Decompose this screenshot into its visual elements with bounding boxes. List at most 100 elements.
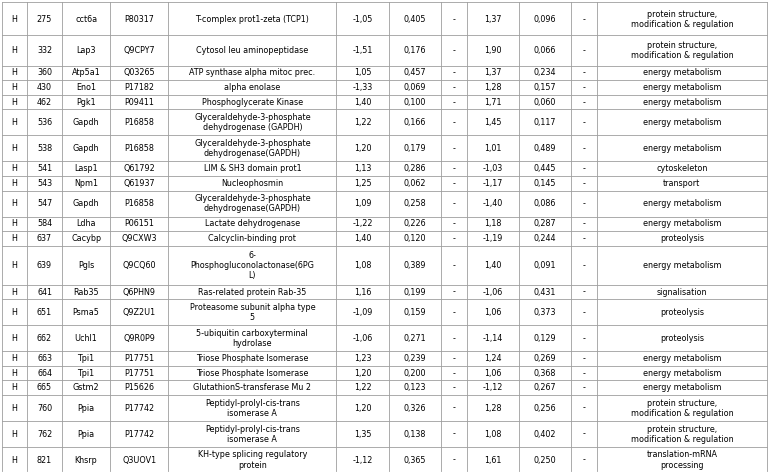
- Text: -1,05: -1,05: [352, 15, 373, 24]
- Text: alpha enolase: alpha enolase: [225, 83, 281, 92]
- Text: Q61792: Q61792: [123, 164, 155, 173]
- Text: 664: 664: [37, 368, 52, 378]
- Text: 1,20: 1,20: [354, 368, 371, 378]
- Text: -: -: [582, 261, 585, 270]
- Text: -: -: [582, 354, 585, 363]
- Text: Psma5: Psma5: [73, 308, 99, 317]
- Text: H: H: [12, 334, 18, 343]
- Text: 1,20: 1,20: [354, 403, 371, 412]
- Text: proteolysis: proteolysis: [660, 234, 704, 243]
- Text: 332: 332: [37, 46, 52, 55]
- Text: 1,20: 1,20: [354, 144, 371, 153]
- Text: T-complex prot1-zeta (TCP1): T-complex prot1-zeta (TCP1): [195, 15, 309, 24]
- Text: 760: 760: [37, 403, 52, 412]
- Text: 543: 543: [37, 179, 52, 188]
- Text: 0,258: 0,258: [403, 199, 426, 208]
- Text: 0,120: 0,120: [403, 234, 426, 243]
- Text: -: -: [582, 83, 585, 92]
- Text: -: -: [452, 144, 455, 153]
- Text: Proteasome subunit alpha type
5: Proteasome subunit alpha type 5: [189, 303, 315, 322]
- Text: 1,40: 1,40: [354, 98, 371, 107]
- Text: -: -: [582, 118, 585, 127]
- Text: 639: 639: [37, 261, 52, 270]
- Text: 536: 536: [37, 118, 52, 127]
- Text: energy metabolism: energy metabolism: [643, 118, 721, 127]
- Text: 0,326: 0,326: [403, 403, 426, 412]
- Text: -: -: [582, 234, 585, 243]
- Text: 0,100: 0,100: [404, 98, 426, 107]
- Text: -: -: [452, 354, 455, 363]
- Text: -: -: [582, 219, 585, 228]
- Bar: [2, 447, 767, 473]
- Text: 0,129: 0,129: [534, 334, 556, 343]
- Text: Glyceraldehyde-3-phosphate
dehydrogenase(GAPDH): Glyceraldehyde-3-phosphate dehydrogenase…: [194, 139, 311, 158]
- Text: Q9CXW3: Q9CXW3: [122, 234, 157, 243]
- Bar: [2, 191, 767, 217]
- Text: 1,25: 1,25: [354, 179, 371, 188]
- Text: 662: 662: [37, 334, 52, 343]
- Text: -: -: [452, 164, 455, 173]
- Text: -: -: [452, 69, 455, 78]
- Text: -: -: [582, 144, 585, 153]
- Bar: [2, 285, 767, 299]
- Text: 0,431: 0,431: [534, 288, 556, 297]
- Text: H: H: [12, 354, 18, 363]
- Text: 1,06: 1,06: [484, 308, 501, 317]
- Text: 538: 538: [37, 144, 52, 153]
- Text: Q9Z2U1: Q9Z2U1: [122, 308, 156, 317]
- Text: -: -: [452, 429, 455, 438]
- Text: -: -: [452, 46, 455, 55]
- Bar: [2, 395, 767, 421]
- Text: 1,16: 1,16: [354, 288, 371, 297]
- Text: -1,09: -1,09: [352, 308, 373, 317]
- Text: H: H: [12, 261, 18, 270]
- Text: LIM & SH3 domain prot1: LIM & SH3 domain prot1: [204, 164, 301, 173]
- Text: -1,06: -1,06: [482, 288, 503, 297]
- Text: 0,250: 0,250: [534, 455, 556, 464]
- Bar: [2, 35, 767, 66]
- Text: -: -: [452, 334, 455, 343]
- Bar: [2, 299, 767, 325]
- Text: P17751: P17751: [124, 368, 155, 378]
- Text: H: H: [12, 144, 18, 153]
- Text: H: H: [12, 368, 18, 378]
- Text: 0,373: 0,373: [534, 308, 556, 317]
- Text: 651: 651: [37, 308, 52, 317]
- Text: 0,086: 0,086: [534, 199, 556, 208]
- Text: 0,256: 0,256: [534, 403, 556, 412]
- Text: 1,24: 1,24: [484, 354, 501, 363]
- Text: 0,062: 0,062: [403, 179, 426, 188]
- Bar: [2, 325, 767, 351]
- Text: 1,28: 1,28: [484, 83, 501, 92]
- Text: 541: 541: [37, 164, 52, 173]
- Text: energy metabolism: energy metabolism: [643, 368, 721, 378]
- Text: P17742: P17742: [124, 403, 155, 412]
- Text: -1,22: -1,22: [352, 219, 373, 228]
- Bar: [2, 4, 767, 35]
- Text: 0,226: 0,226: [403, 219, 426, 228]
- Text: Tpi1: Tpi1: [78, 368, 95, 378]
- Text: Npm1: Npm1: [74, 179, 98, 188]
- Text: H: H: [12, 179, 18, 188]
- Text: Q9CQ60: Q9CQ60: [122, 261, 156, 270]
- Text: H: H: [12, 455, 18, 464]
- Text: 1,45: 1,45: [484, 118, 501, 127]
- Text: signalisation: signalisation: [657, 288, 707, 297]
- Text: 0,117: 0,117: [534, 118, 556, 127]
- Text: P15626: P15626: [124, 383, 154, 392]
- Text: -1,12: -1,12: [482, 383, 503, 392]
- Text: translation-mRNA
processing: translation-mRNA processing: [647, 450, 717, 470]
- Text: -: -: [582, 288, 585, 297]
- Text: 462: 462: [37, 98, 52, 107]
- Bar: [2, 80, 767, 95]
- Text: 6-
Phosphogluconolactonase(6PG
L): 6- Phosphogluconolactonase(6PG L): [191, 251, 315, 280]
- Text: P16858: P16858: [125, 144, 154, 153]
- Text: -1,03: -1,03: [482, 164, 503, 173]
- Text: 5-ubiquitin carboxyterminal
hydrolase: 5-ubiquitin carboxyterminal hydrolase: [196, 329, 308, 348]
- Text: -1,14: -1,14: [482, 334, 503, 343]
- Text: 1,18: 1,18: [484, 219, 501, 228]
- Text: 0,269: 0,269: [534, 354, 556, 363]
- Text: Gapdh: Gapdh: [73, 144, 99, 153]
- Text: Q61937: Q61937: [123, 179, 155, 188]
- Text: 0,287: 0,287: [534, 219, 556, 228]
